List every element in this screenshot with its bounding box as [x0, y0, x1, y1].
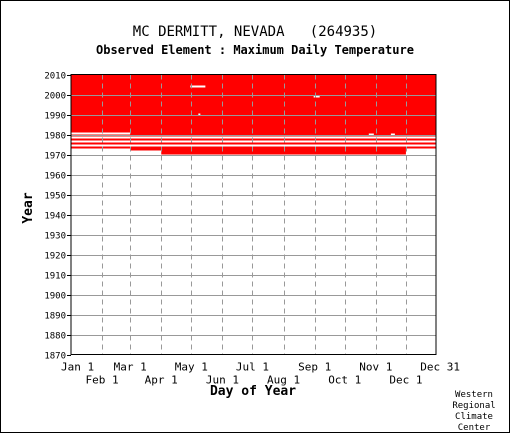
observed-data-block	[71, 142, 436, 145]
chart-title: MC DERMITT, NEVADA (264935)	[132, 24, 378, 40]
y-tick-label: 1980	[44, 132, 66, 142]
observed-data-block	[71, 146, 436, 149]
observed-data-block	[71, 74, 436, 133]
x-tick-label: Feb 1	[86, 374, 119, 387]
missing-data-mark	[190, 85, 206, 88]
y-tick-label: 1900	[44, 292, 66, 302]
y-tick-label: 2000	[44, 92, 66, 102]
observed-data-block	[161, 150, 406, 153]
credit-line: Center	[457, 423, 491, 433]
plot-border	[70, 74, 437, 355]
missing-data-mark	[390, 133, 395, 136]
credit-line: Regional	[452, 401, 496, 411]
observed-data-block	[161, 152, 406, 155]
x-tick-label: Dec 1	[389, 374, 422, 387]
y-tick-labels: 1870 1880 1890 1900 1910 1920 1930 1940 1950 1960…	[44, 72, 71, 362]
observed-data-layer	[71, 74, 436, 155]
grid-layer	[71, 74, 436, 355]
x-tick-label: Mar 1	[114, 361, 147, 374]
chart-subtitle: Observed Element : Maximum Daily Tempera…	[96, 43, 414, 57]
y-axis-label: Year	[21, 192, 36, 223]
x-tick-label: Oct 1	[328, 374, 361, 387]
y-tick-label: 1910	[44, 272, 66, 282]
x-tick-label: Apr 1	[145, 374, 178, 387]
observed-data-block	[130, 148, 406, 151]
x-axis-label: Day of Year	[210, 384, 296, 399]
y-tick-label: 1890	[44, 312, 66, 322]
missing-data-layer	[190, 85, 395, 136]
y-tick-label: 2010	[44, 72, 66, 82]
y-tick-label: 1870	[44, 352, 66, 362]
x-tick-label: May 1	[175, 361, 208, 374]
credit-line: Climate	[455, 412, 493, 422]
x-tick-label: Jun 1	[206, 374, 239, 387]
y-tick-label: 1950	[44, 192, 66, 202]
observed-data-block	[71, 138, 436, 141]
credit-line: Western	[455, 390, 493, 400]
missing-data-mark	[313, 95, 320, 98]
y-tick-label: 1990	[44, 112, 66, 122]
wrcc-credit: Western Regional Climate Center	[446, 390, 502, 433]
x-tick-label: Jul 1	[236, 361, 269, 374]
y-tick-label: 1880	[44, 332, 66, 342]
x-tick-label: Jan 1	[61, 361, 94, 374]
x-tick-label: Aug 1	[267, 374, 300, 387]
y-tick-label: 1970	[44, 152, 66, 162]
observed-data-block	[130, 132, 436, 135]
x-tick-label: Sep 1	[298, 361, 331, 374]
x-tick-label: Dec 31	[420, 361, 460, 374]
x-tick-label: Nov 1	[359, 361, 392, 374]
y-tick-label: 1940	[44, 212, 66, 222]
missing-data-mark	[198, 113, 201, 116]
y-tick-label: 1920	[44, 252, 66, 262]
x-tick-labels: Jan 1 Mar 1 May 1 Jul 1 Sep 1 Nov 1 Dec 31 Feb …	[61, 361, 460, 387]
y-tick-label: 1960	[44, 172, 66, 182]
missing-data-mark	[368, 133, 374, 136]
y-tick-label: 1930	[44, 232, 66, 242]
